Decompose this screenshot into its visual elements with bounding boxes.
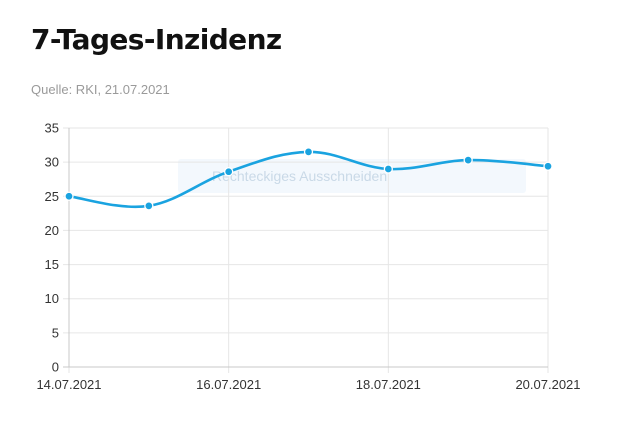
data-point[interactable] bbox=[463, 155, 473, 165]
x-tick-label: 14.07.2021 bbox=[36, 377, 101, 392]
chart-title: 7-Tages-Inzidenz bbox=[31, 23, 282, 56]
data-point[interactable] bbox=[64, 191, 74, 201]
x-tick-label: 16.07.2021 bbox=[196, 377, 261, 392]
y-tick-label: 5 bbox=[52, 325, 59, 340]
y-tick-label: 0 bbox=[52, 360, 59, 375]
y-tick-label: 35 bbox=[45, 121, 59, 136]
data-point[interactable] bbox=[144, 201, 154, 211]
x-tick-label: 18.07.2021 bbox=[356, 377, 421, 392]
y-tick-label: 15 bbox=[45, 257, 59, 272]
y-tick-label: 10 bbox=[45, 291, 59, 306]
data-point[interactable] bbox=[543, 161, 553, 171]
y-tick-label: 30 bbox=[45, 155, 59, 170]
data-point[interactable] bbox=[303, 147, 314, 157]
data-point[interactable] bbox=[224, 167, 234, 177]
series-line bbox=[67, 150, 550, 209]
source-note: Quelle: RKI, 21.07.2021 bbox=[31, 82, 170, 97]
snipping-overlay-label: Rechteckiges Ausschneiden bbox=[212, 168, 388, 184]
x-tick-label: 20.07.2021 bbox=[515, 377, 580, 392]
data-point[interactable] bbox=[383, 164, 393, 174]
y-tick-label: 20 bbox=[45, 223, 59, 238]
y-tick-label: 25 bbox=[45, 189, 59, 204]
